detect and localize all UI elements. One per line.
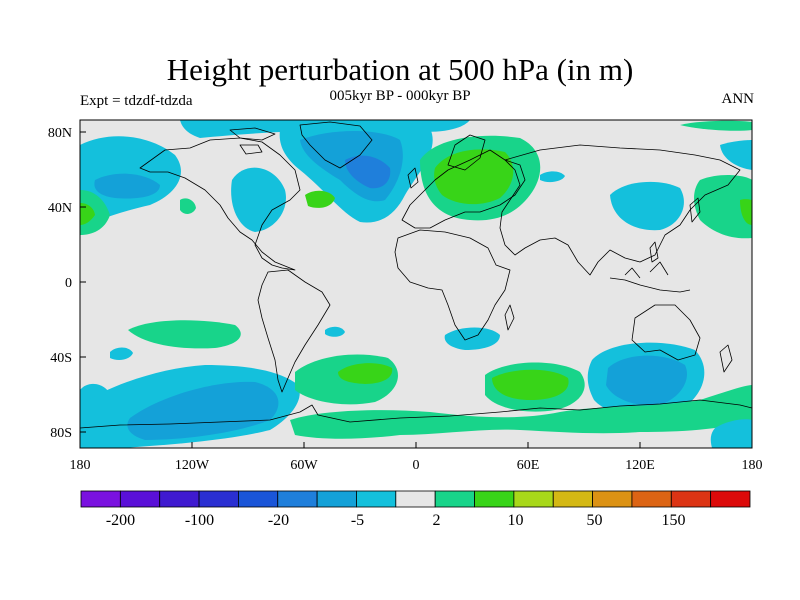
coast-antarctica (80, 399, 752, 429)
chart-title: Height perturbation at 500 hPa (in m) (166, 52, 634, 87)
anomaly-region-eurasia-core (434, 149, 514, 205)
coastlines (80, 121, 752, 429)
coast-africa (394, 229, 511, 341)
colorbar-box (277, 490, 318, 508)
anomaly-region-west-pacific-core (80, 203, 95, 225)
lat-tick-label: 40S (50, 351, 72, 366)
colorbar-label: -100 (185, 512, 214, 529)
lat-tick-label: 40N (48, 201, 72, 216)
coast-arctic-islands (229, 127, 276, 155)
colorbar-boxes (80, 490, 751, 508)
lon-tick-label: 120W (175, 458, 210, 473)
anomaly-region-east-asia (610, 181, 684, 231)
colorbar-box (198, 490, 239, 508)
coast-philippines (649, 241, 659, 263)
anomaly-region-pacific-ridge (180, 198, 196, 214)
colorbar-box (159, 490, 200, 508)
lon-tick-label: 0 (413, 458, 420, 473)
lat-tick-label: 0 (65, 276, 72, 291)
map-panel: 80N 40N 0 40S 80S 180 120W 60W 0 60E 120… (48, 119, 763, 473)
colorbar-box (592, 490, 633, 508)
colorbar-label: 150 (662, 512, 686, 529)
colorbar-box (356, 490, 397, 508)
longitude-axis: 180 120W 60W 0 60E 120E 180 (70, 442, 763, 473)
anomaly-region-antarctic-east (710, 419, 752, 448)
anomaly-region-southern-australia-core (606, 355, 688, 406)
anomaly-region-east-pacific (694, 175, 752, 239)
anomaly-region-south-atlantic-core (338, 363, 393, 384)
experiment-label: Expt = tdzdf-tdzda (80, 93, 193, 109)
colorbar-label: 10 (508, 512, 524, 529)
anomaly-region-south-africa-blue (444, 327, 500, 350)
colorbar-box (395, 490, 436, 508)
colorbar-labels: -200 -100 -20 -5 2 10 50 150 (106, 512, 686, 529)
coast-new-zealand (719, 344, 733, 373)
anomaly-region-arctic-east (720, 140, 752, 170)
colorbar-label: -20 (268, 512, 289, 529)
anomaly-region-south-pacific-blue (110, 347, 133, 361)
lat-tick-label: 80N (48, 126, 72, 141)
coast-europe (401, 149, 526, 229)
anomaly-region-south-atlantic-blue (325, 326, 345, 337)
anomaly-region-north-atlantic-peak (345, 155, 391, 189)
colorbar-box (513, 490, 554, 508)
colorbar-label: 50 (587, 512, 603, 529)
coast-australia (631, 304, 701, 361)
coast-scandinavia (447, 134, 486, 171)
colorbar-box (434, 490, 475, 508)
coast-indonesia (609, 261, 691, 293)
coast-japan (689, 197, 701, 223)
anomaly-region-arctic-ridge (680, 120, 752, 131)
anomaly-region-east-pacific-core (740, 199, 752, 225)
lat-tick-label: 80S (50, 426, 72, 441)
colorbar-box (316, 490, 357, 508)
colorbar-box (552, 490, 593, 508)
coast-north-america (139, 137, 301, 271)
colorbar: -200 -100 -20 -5 2 10 50 150 (80, 490, 751, 529)
colorbar-label: -5 (351, 512, 364, 529)
lon-tick-label: 60W (290, 458, 318, 473)
lon-tick-label: 180 (742, 458, 763, 473)
coast-greenland (299, 121, 373, 169)
latitude-axis: 80N 40N 0 40S 80S (48, 126, 86, 441)
colorbar-box (119, 490, 161, 508)
lon-tick-label: 120E (625, 458, 655, 473)
anomaly-region-west-pacific (80, 190, 110, 235)
colorbar-box (631, 490, 672, 508)
anomaly-region-siberia (540, 171, 565, 183)
anomaly-region-south-indian-core (492, 369, 569, 400)
colorbar-box (670, 490, 712, 508)
chart-subtitle: 005kyr BP - 000kyr BP (329, 88, 471, 104)
colorbar-box (474, 490, 515, 508)
colorbar-box (80, 490, 121, 508)
coast-madagascar (504, 304, 515, 331)
season-label: ANN (721, 91, 755, 107)
colorbar-label: 2 (433, 512, 441, 529)
anomaly-region-antarctic-ring (290, 385, 752, 439)
height-anomaly-fields (80, 120, 752, 448)
colorbar-box (710, 490, 751, 508)
anomaly-region-north-america (231, 167, 286, 232)
anomaly-region-north-pacific-core (94, 173, 160, 199)
lon-tick-label: 60E (517, 458, 540, 473)
colorbar-label: -200 (106, 512, 135, 529)
colorbar-box (238, 490, 279, 508)
anomaly-region-north-american-ridge (305, 190, 335, 208)
anomaly-region-south-pacific (128, 320, 241, 349)
coast-south-america (257, 269, 331, 393)
anomaly-region-arctic-top (180, 120, 470, 138)
lon-tick-label: 180 (70, 458, 91, 473)
coast-asia (499, 144, 741, 276)
anomaly-region-southern-ocean-pacific-core (127, 381, 279, 440)
coast-british-isles (407, 167, 419, 189)
